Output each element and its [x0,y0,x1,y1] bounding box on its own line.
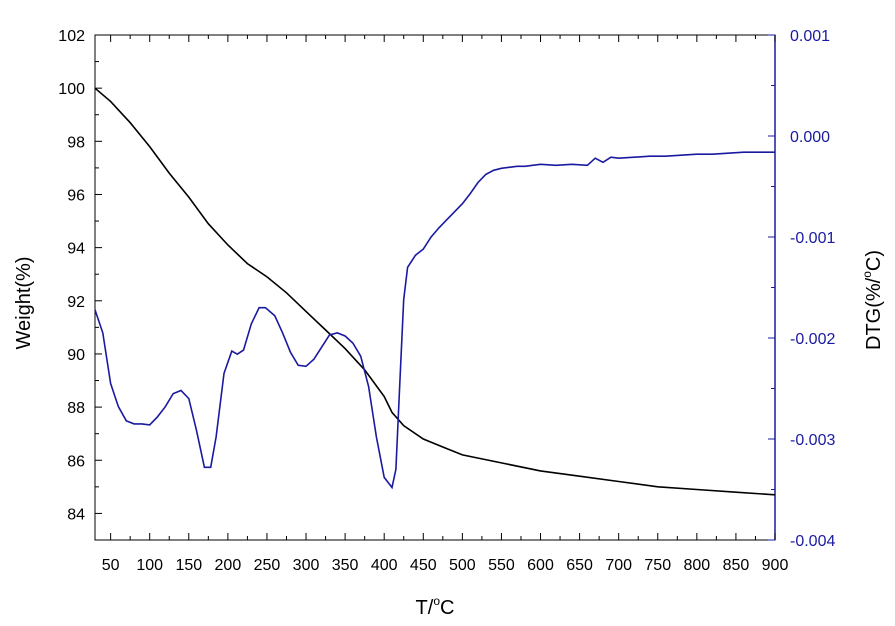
left-tick-label: 102 [58,28,85,45]
right-axis-ticks: -0.004 -0.003 -0.002 -0.001 0.000 0.001 [768,28,835,550]
right-axis-label-unit: C) [863,250,885,271]
left-tick-label: 94 [67,241,85,258]
x-tick-label: 450 [410,557,437,574]
x-tick-label: 150 [175,557,202,574]
left-tick-label: 84 [67,506,85,523]
x-axis-label-main: T/ [416,597,434,619]
x-tick-label: 250 [254,557,281,574]
x-tick-label: 700 [605,557,632,574]
x-tick-label: 300 [293,557,320,574]
x-tick-label: 600 [527,557,554,574]
left-axis-ticks: 84 86 88 90 92 94 96 98 100 102 [58,28,102,541]
x-axis-ticks: 50 100 150 200 250 300 350 400 450 500 550 600 650 70… [102,35,789,574]
left-tick-label: 90 [67,347,85,364]
x-tick-label: 100 [136,557,163,574]
right-tick-label: -0.004 [790,533,835,550]
right-tick-label: 0.000 [790,129,830,146]
x-tick-label: 850 [723,557,750,574]
x-tick-label: 900 [762,557,789,574]
left-tick-label: 86 [67,453,85,470]
left-tick-label: 98 [67,134,85,151]
plot-frame [94,34,776,541]
x-tick-label: 800 [683,557,710,574]
right-axis-label: DTG(%/oC) [860,250,885,350]
right-tick-label: -0.003 [790,432,835,449]
right-axis-label-main: DTG(%/ [863,277,885,350]
right-tick-label: -0.002 [790,331,835,348]
dtg-series-line [94,151,775,490]
x-tick-label: 400 [371,557,398,574]
x-axis-label: T/oC [416,594,455,619]
x-tick-label: 550 [488,557,515,574]
left-tick-label: 96 [67,187,85,204]
left-tick-label: 88 [67,400,85,417]
right-tick-label: -0.001 [790,230,835,247]
x-tick-label: 500 [449,557,476,574]
x-tick-label: 50 [102,557,120,574]
x-axis-label-unit: C [440,597,454,619]
right-tick-label: 0.001 [790,28,830,45]
right-axis-label-degree: o [860,271,874,278]
x-tick-label: 200 [215,557,242,574]
x-tick-label: 650 [566,557,593,574]
x-tick-label: 750 [644,557,671,574]
left-tick-label: 92 [67,294,85,311]
left-tick-label: 100 [58,81,85,98]
x-axis-label-degree: o [433,594,440,608]
left-axis-label: Weight(%) [13,257,35,350]
x-tick-label: 350 [332,557,359,574]
